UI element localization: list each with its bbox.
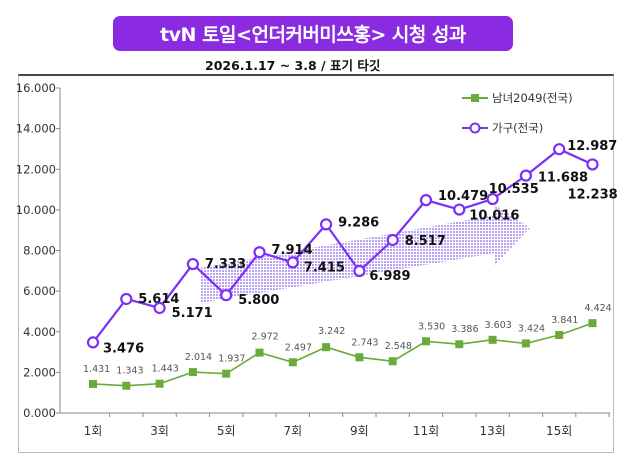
data-point [586,158,599,171]
data-label: 3.530 [418,321,445,332]
data-point [288,358,297,367]
data-point [120,292,133,306]
data-label: 3.841 [551,315,578,326]
x-tick-label: 9회 [350,424,369,438]
data-point [553,143,566,156]
legend-marker [471,94,479,102]
y-tick-label: 6.000 [23,284,56,298]
data-label: 3.476 [103,341,144,356]
data-point [222,369,231,378]
data-label: 7.333 [205,257,246,272]
x-tick-label: 11회 [413,424,439,438]
data-point [486,192,499,206]
data-point [388,357,397,366]
data-label: 3.386 [451,324,478,335]
data-label: 5.171 [172,306,213,321]
data-point [488,335,497,344]
data-label: 3.242 [318,326,345,337]
legend-label: 남녀2049(전국) [492,91,573,105]
y-tick-label: 0.000 [23,406,56,420]
data-label: 4.424 [585,303,612,314]
data-point [455,340,464,349]
data-point [521,339,530,348]
data-point [255,348,264,357]
data-label: 9.286 [338,215,379,230]
data-label: 7.914 [272,243,313,258]
x-tick-label: 7회 [283,424,302,438]
data-point [555,330,564,339]
data-label: 8.517 [405,234,446,249]
data-point [588,319,597,328]
y-tick-label: 14.000 [16,122,56,136]
data-label: 10.016 [469,209,519,224]
x-tick-label: 5회 [217,424,236,438]
data-point [355,353,364,362]
data-point [220,289,233,302]
data-label: 2.743 [351,337,378,348]
data-point [188,368,197,377]
legend-marker [469,122,481,134]
data-point [186,257,199,271]
y-tick-label: 2.000 [23,365,56,379]
x-tick-label: 1회 [84,424,103,438]
data-label: 1.937 [218,354,245,365]
data-label: 1.443 [152,364,179,375]
y-tick-label: 8.000 [23,244,56,258]
trend-arrow [200,205,530,303]
data-point [155,379,164,388]
data-label: 11.688 [538,171,588,186]
data-point [286,256,299,269]
data-label: 1.343 [116,366,143,377]
chart-frame [18,74,614,453]
data-point [386,233,399,247]
data-label: 6.989 [369,269,410,284]
data-point [453,203,466,216]
data-label: 2.497 [285,342,312,353]
data-point [320,218,333,231]
data-label: 2.548 [385,341,412,352]
data-label: 3.603 [485,320,512,331]
data-label: 10.535 [489,182,539,197]
y-tick-label: 10.000 [16,203,56,217]
y-tick-label: 12.000 [16,162,56,176]
data-point [153,301,166,315]
data-label: 10.479 [438,189,488,204]
data-point [253,246,266,259]
x-tick-label: 3회 [150,424,169,438]
data-point [86,336,100,349]
y-tick-label: 4.000 [23,325,56,339]
x-tick-label: 15회 [546,424,572,438]
series-line-1 [92,147,593,344]
data-label: 5.800 [238,293,279,308]
data-point [322,343,331,352]
data-point [89,379,97,388]
data-label: 2.972 [252,332,279,343]
series-line-0 [92,322,593,387]
y-tick-label: 16.000 [16,81,56,95]
data-label: 3.424 [518,323,545,334]
data-label: 5.614 [138,292,179,307]
x-tick-label: 13회 [479,424,505,438]
legend-label: 가구(전국) [492,121,543,135]
data-point [122,381,131,390]
data-label: 12.238 [568,187,618,202]
data-point [519,169,533,182]
data-label: 1.431 [83,364,110,375]
data-label: 7.415 [304,260,345,275]
chart-subtitle: 2026.1.17 ~ 3.8 / 표기 타깃 [205,58,381,73]
data-point [419,194,433,207]
data-point [353,264,366,278]
data-label: 12.987 [567,139,617,154]
data-label: 2.014 [185,352,212,363]
data-point [422,337,430,346]
chart-title: tvN 토일<언더커버미쓰홍> 시청 성과 [113,16,513,51]
